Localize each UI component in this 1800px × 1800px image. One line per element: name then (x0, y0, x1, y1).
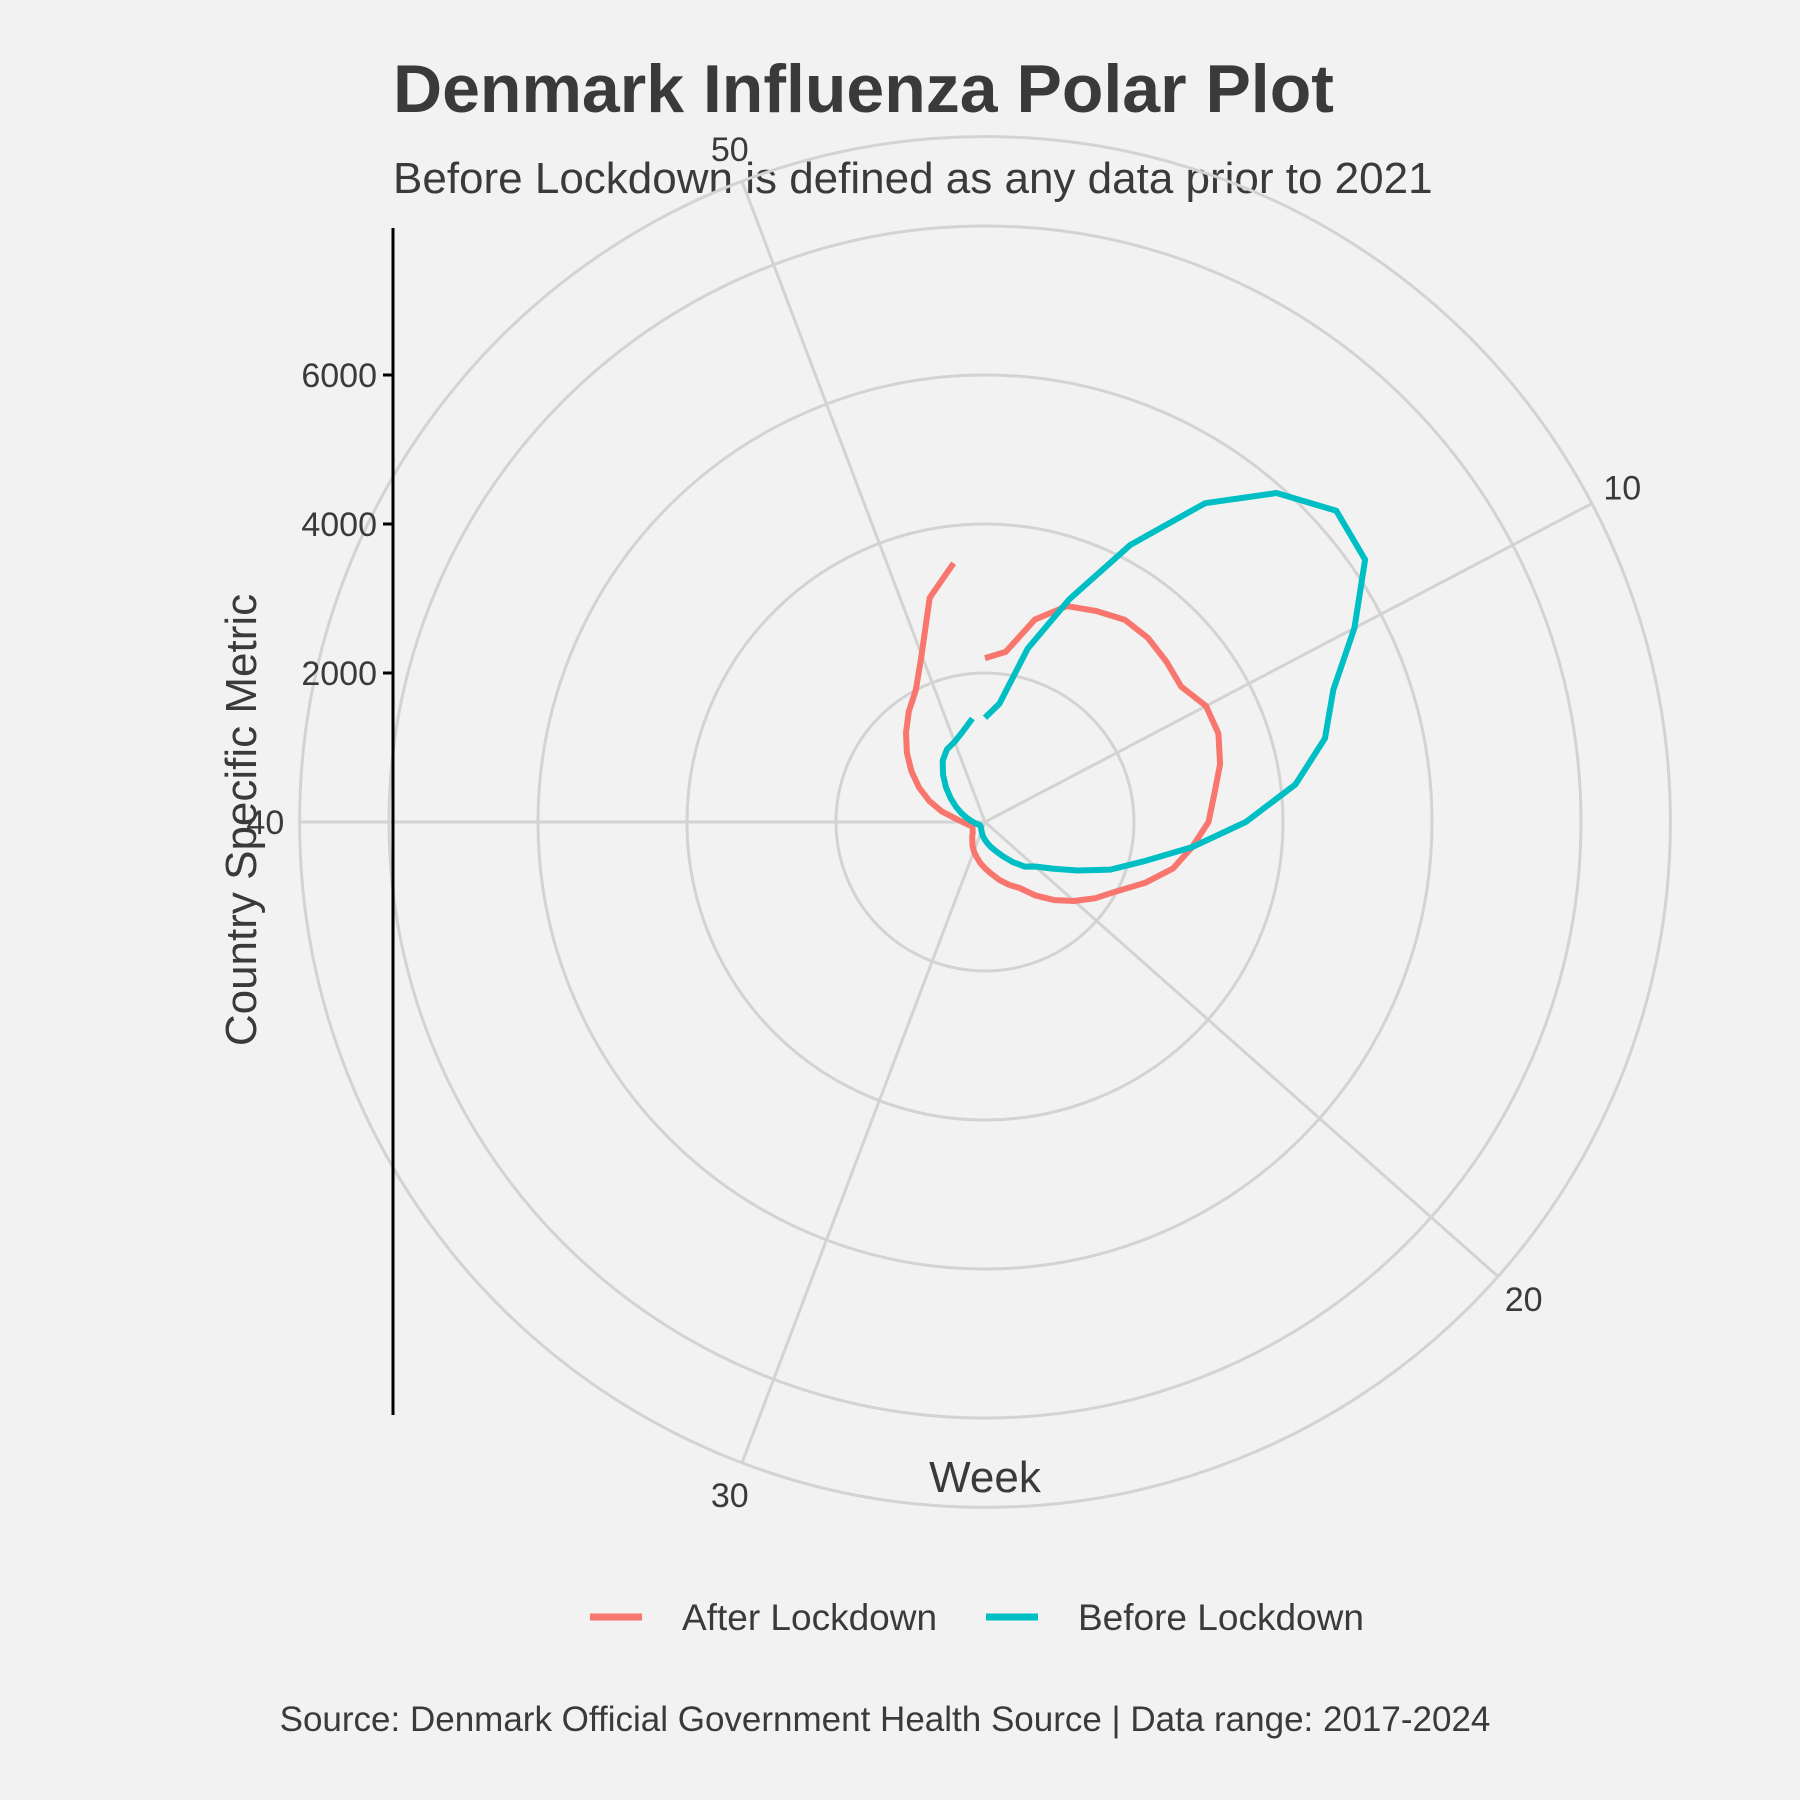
series-line-before-lockdown (939, 490, 1369, 874)
chart-caption: Source: Denmark Official Government Heal… (280, 1700, 1491, 1739)
theta-tick-label: 50 (711, 131, 749, 169)
chart-subtitle: Before Lockdown is defined as any data p… (393, 154, 1433, 203)
grid-spoke (740, 821, 987, 1464)
legend: After Lockdown Before Lockdown (590, 1597, 1364, 1638)
y-axis-ticks: 2000 4000 6000 (301, 357, 393, 693)
grid-spoke (984, 820, 1500, 1278)
polar-grid: 10 20 30 40 50 (246, 131, 1672, 1515)
grid-spoke (740, 180, 987, 823)
grid-ring (298, 135, 1672, 1509)
theta-tick-label: 30 (711, 1477, 749, 1515)
series-layer (903, 490, 1369, 904)
y-tick-label: 2000 (301, 655, 377, 693)
legend-label: After Lockdown (682, 1597, 937, 1638)
theta-tick-label: 10 (1603, 470, 1641, 508)
y-tick-label: 6000 (301, 357, 377, 395)
x-axis-title: Week (929, 1453, 1042, 1502)
series-line-after-lockdown (903, 561, 1224, 904)
theta-tick-label: 20 (1505, 1281, 1543, 1319)
legend-label: Before Lockdown (1078, 1597, 1364, 1638)
grid-spoke (984, 502, 1593, 824)
chart-title: Denmark Influenza Polar Plot (393, 51, 1334, 127)
theta-tick-label: 40 (246, 804, 284, 842)
y-tick-label: 4000 (301, 506, 377, 544)
y-axis-title: Country Specific Metric (217, 594, 266, 1046)
